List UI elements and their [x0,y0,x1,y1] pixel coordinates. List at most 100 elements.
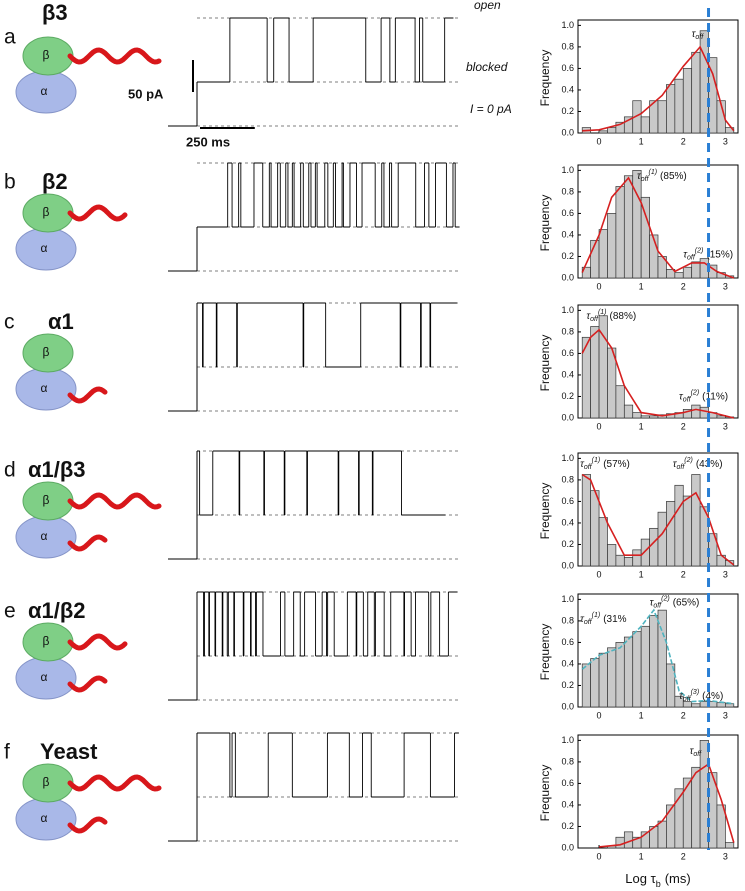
x-tick-label: 2 [681,569,686,579]
y-tick-label: 1.0 [561,735,574,745]
x-tick-label: 2 [681,136,686,146]
histogram-bar [615,186,625,279]
histogram-bar [716,804,726,849]
histogram-bar [581,663,591,708]
annotation-symbol: τ [679,691,684,702]
alpha-tail [67,534,108,552]
construct-name: Yeast [40,739,98,764]
beta-label: β [43,775,50,789]
x-tick-label: 3 [723,136,728,146]
y-tick-label: 1.0 [561,594,574,604]
x-tick-label: 3 [723,281,728,291]
y-tick-label: 0.8 [561,186,574,196]
x-tick-label: 0 [597,136,602,146]
y-tick-label: 0.0 [561,701,574,711]
construct-name: β3 [42,0,68,25]
histogram-bar [590,658,600,708]
y-axis-label: Frequency [538,765,552,822]
x-label-unit: (ms) [665,871,691,886]
histogram-bar [598,229,608,279]
y-tick-label: 1.0 [561,20,574,30]
annotation-sup: (1) [648,169,657,176]
annotation-sub: off [683,397,692,404]
histogram-bar [607,647,617,708]
histogram-bar [657,100,667,134]
y-tick-label: 0.0 [561,272,574,282]
histogram-bar [691,766,701,849]
y-tick-label: 0.8 [561,41,574,51]
panel: f Yeast β α Frequency 0.0 0.2 0.4 0.6 0.8 1.0 0 1 2 3 τ… [4,732,739,861]
histogram-bar [615,385,625,419]
alpha-label: α [41,811,48,825]
y-tick-label: 0.4 [561,369,574,379]
x-label-sub: b [656,879,661,889]
alpha-tail [67,816,108,834]
histogram-bar [615,642,625,708]
x-tick-label: 1 [639,421,644,431]
x-tick-label: 0 [597,710,602,720]
y-tick-label: 0.0 [561,412,574,422]
histogram-bar [691,404,701,419]
histogram-bar [708,57,718,134]
histogram-bar [649,615,659,708]
level-label: I = 0 pA [470,102,512,116]
construct-name: α1/β3 [28,457,86,482]
annotation-symbol: τ [580,613,585,624]
histogram-bar [682,266,693,279]
annotation-sub: off [584,619,593,626]
y-tick-label: 0.6 [561,637,574,647]
histogram-bar [623,557,634,567]
annotation-note: (57%) [603,458,630,469]
histogram-bar [674,484,684,567]
annotation-sub: off [693,751,702,758]
alpha-label: α [41,381,48,395]
y-tick-label: 0.4 [561,229,574,239]
y-axis-label: Frequency [538,195,552,252]
annotation-note: (88%) [610,310,637,321]
beta-label: β [43,634,50,648]
alpha-label: α [41,670,48,684]
histogram-bar [607,544,617,567]
x-label-text: Log τ [625,871,656,886]
panel-letter: b [4,171,16,194]
fit-curve [599,762,735,848]
fit-curve [581,608,734,705]
annotation: τoff(2) (65%) [650,596,700,610]
histogram-bar [657,820,667,849]
annotation: τoff(2) (15%) [683,248,733,262]
annotation-sup: (1) [598,309,607,316]
annotation-symbol: τ [637,170,642,181]
annotation-sub: off [584,464,593,471]
histogram-bar [632,549,642,567]
construct-name: α1 [48,309,74,334]
beta-tail [67,774,162,792]
alpha-label: α [41,529,48,543]
y-tick-label: 0.8 [561,474,574,484]
x-tick-label: 1 [639,710,644,720]
annotation: τoff(2) (11%) [679,390,728,404]
histogram-bar [674,78,684,134]
annotation-sub: off [695,34,704,41]
beta-label: β [43,205,50,219]
y-tick-label: 0.6 [561,496,574,506]
histogram-bar [632,412,642,419]
histogram-bar [725,842,735,849]
x-tick-label: 0 [597,281,602,291]
annotation: τoff(2)(43%) [673,457,723,471]
annotation-note: (85%) [660,170,687,181]
annotation-sup: (1) [592,612,601,619]
histogram-bar [649,234,659,279]
y-tick-label: 0.4 [561,799,574,809]
x-tick-label: 2 [681,851,686,861]
histogram-bar [657,511,667,567]
histogram-bar [598,130,608,134]
histogram-bar [649,527,659,567]
y-tick-label: 0.4 [561,517,574,527]
x-tick-label: 1 [639,569,644,579]
annotation: τoff(3) (4%) [679,690,723,704]
scale-label: 250 ms [186,134,230,149]
